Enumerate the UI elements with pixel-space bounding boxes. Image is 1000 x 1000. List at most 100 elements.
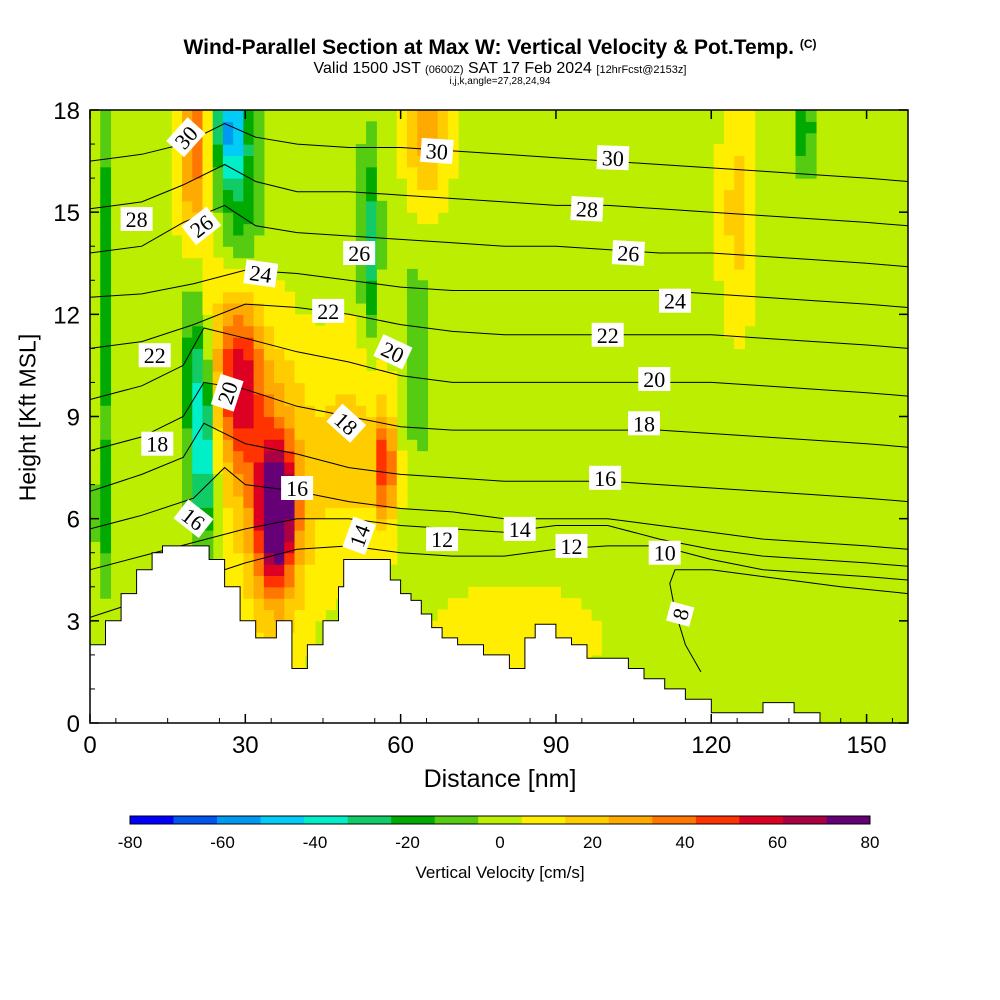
- velocity-cell: [345, 337, 357, 349]
- velocity-cell: [294, 337, 306, 349]
- y-tick-label: 9: [67, 405, 80, 432]
- velocity-cell: [744, 291, 756, 304]
- velocity-cell: [366, 166, 377, 179]
- velocity-cell: [468, 586, 480, 599]
- velocity-cell: [335, 382, 347, 395]
- velocity-cell: [304, 416, 316, 429]
- velocity-cell: [222, 155, 234, 168]
- velocity-cell: [284, 382, 296, 395]
- velocity-cell: [233, 348, 244, 361]
- velocity-cell: [263, 586, 275, 599]
- velocity-cell: [396, 155, 408, 168]
- velocity-cell: [100, 166, 112, 179]
- velocity-cell: [406, 121, 418, 134]
- velocity-cell: [263, 359, 275, 372]
- colorbar-swatch: [478, 816, 523, 824]
- velocity-cell: [90, 484, 101, 497]
- velocity-cell: [325, 473, 336, 486]
- velocity-cell: [243, 291, 255, 304]
- velocity-cell: [744, 280, 756, 293]
- velocity-cell: [284, 507, 296, 520]
- velocity-cell: [314, 325, 326, 338]
- velocity-cell: [386, 530, 398, 542]
- velocity-cell: [182, 484, 193, 497]
- velocity-cell: [488, 609, 500, 622]
- velocity-cell: [100, 552, 112, 565]
- velocity-cell: [304, 586, 316, 599]
- velocity-cell: [202, 302, 214, 315]
- velocity-cell: [314, 371, 326, 384]
- velocity-cell: [284, 609, 296, 622]
- velocity-cell: [192, 155, 204, 168]
- velocity-cell: [233, 337, 244, 349]
- velocity-cell: [202, 200, 214, 213]
- velocity-cell: [171, 121, 183, 134]
- colorbar-swatch: [826, 816, 871, 824]
- velocity-cell: [284, 461, 296, 474]
- velocity-cell: [417, 359, 429, 372]
- velocity-cell: [355, 405, 367, 418]
- velocity-cell: [100, 257, 112, 270]
- velocity-cell: [386, 484, 398, 497]
- velocity-cell: [294, 371, 306, 384]
- contour-label: 18: [141, 431, 174, 457]
- velocity-cell: [386, 552, 398, 565]
- velocity-cell: [376, 246, 388, 259]
- velocity-cell: [263, 575, 275, 588]
- velocity-cell: [100, 416, 112, 429]
- velocity-cell: [468, 620, 480, 633]
- velocity-cell: [325, 348, 336, 361]
- velocity-cell: [182, 393, 193, 406]
- velocity-cell: [233, 518, 244, 531]
- velocity-cell: [243, 461, 255, 474]
- velocity-cell: [100, 144, 112, 157]
- velocity-cell: [406, 416, 418, 429]
- velocity-cell: [366, 132, 377, 145]
- velocity-cell: [212, 110, 224, 122]
- velocity-cell: [243, 246, 255, 259]
- colorbar-tick-label: 80: [861, 833, 880, 852]
- velocity-cell: [243, 348, 255, 361]
- velocity-cell: [284, 314, 296, 327]
- velocity-cell: [744, 200, 756, 213]
- velocity-cell: [366, 234, 377, 247]
- velocity-cell: [335, 337, 347, 349]
- contour-label: 20: [638, 367, 671, 392]
- velocity-cell: [723, 178, 735, 191]
- velocity-cell: [406, 405, 418, 418]
- velocity-cell: [744, 110, 756, 122]
- velocity-cell: [182, 473, 193, 486]
- velocity-cell: [243, 518, 255, 531]
- velocity-cell: [263, 393, 275, 406]
- velocity-cell: [376, 382, 388, 395]
- velocity-cell: [304, 575, 316, 588]
- velocity-cell: [253, 223, 265, 236]
- velocity-cell: [263, 439, 275, 452]
- velocity-cell: [376, 257, 388, 270]
- velocity-cell: [325, 461, 336, 474]
- contour-label: 26: [343, 241, 376, 266]
- colorbar-swatch: [304, 816, 349, 824]
- velocity-cell: [212, 166, 224, 179]
- velocity-cell: [447, 598, 459, 611]
- velocity-cell: [713, 246, 725, 259]
- contour-label-box: [666, 601, 695, 627]
- velocity-cell: [243, 382, 255, 395]
- velocity-cell: [222, 178, 234, 191]
- velocity-cell: [314, 439, 326, 452]
- velocity-cell: [192, 461, 204, 474]
- velocity-cell: [192, 439, 204, 452]
- velocity-cell: [396, 166, 408, 179]
- velocity-cell: [263, 291, 275, 304]
- velocity-cell: [478, 609, 490, 622]
- velocity-cell: [723, 314, 735, 327]
- velocity-cell: [417, 166, 429, 179]
- y-tick-label: 6: [67, 507, 80, 534]
- velocity-cell: [744, 144, 756, 157]
- velocity-cell: [417, 200, 429, 213]
- velocity-cell: [427, 189, 439, 202]
- velocity-cell: [100, 189, 112, 202]
- velocity-cell: [243, 393, 255, 406]
- velocity-cell: [734, 234, 746, 247]
